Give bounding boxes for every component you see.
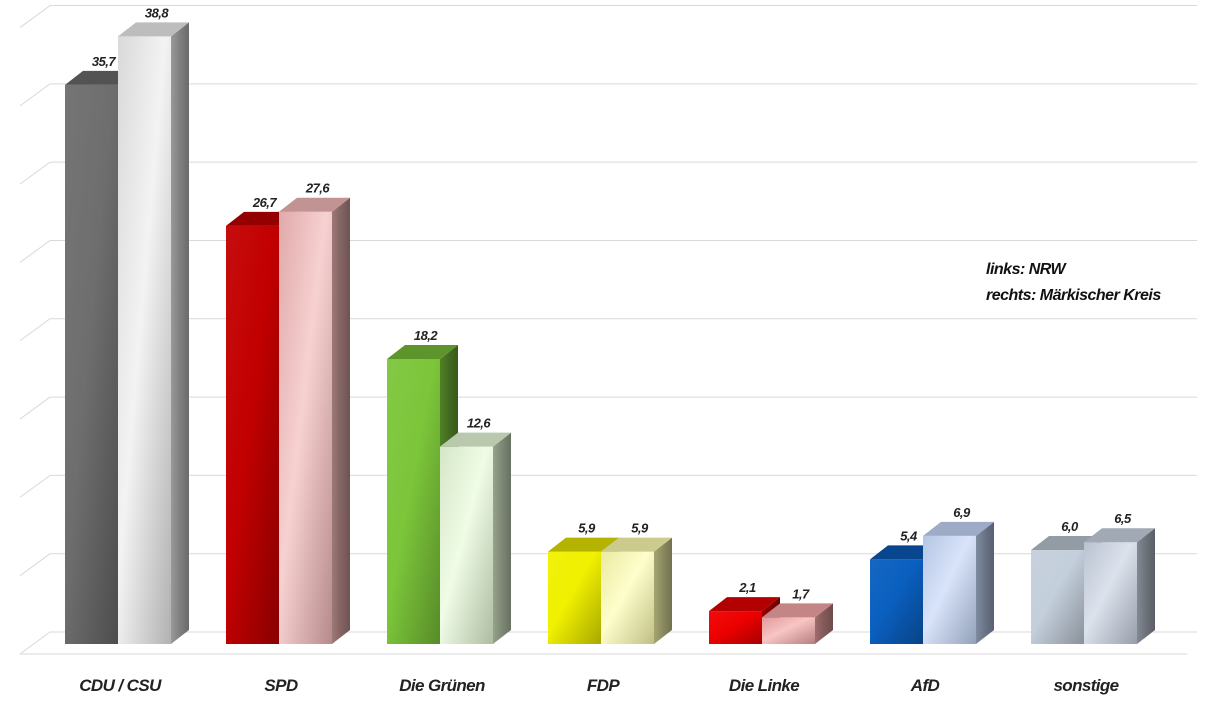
bar-front: [1031, 550, 1084, 644]
bar-front: [709, 611, 762, 644]
bar-right-0: [118, 22, 189, 644]
bar-top: [762, 603, 833, 618]
bar-right-5: [923, 521, 994, 644]
bar-side: [493, 432, 511, 644]
value-label-right-5: 6,9: [953, 505, 971, 520]
gridline-depth: [19, 631, 51, 655]
bar-top: [1084, 528, 1155, 543]
bar-top: [709, 597, 780, 612]
bar-side: [815, 603, 833, 644]
bar-side: [976, 521, 994, 644]
gridline-depth: [19, 474, 51, 498]
bar-side: [171, 22, 189, 644]
value-label-right-2: 12,6: [467, 416, 492, 431]
gridline-depth: [19, 240, 51, 263]
bar-top: [118, 22, 189, 37]
bar-right-2: [440, 432, 511, 644]
gridline-depth: [19, 318, 51, 342]
bar-side: [332, 197, 350, 644]
bar-front: [548, 551, 601, 644]
bar-top: [601, 537, 672, 552]
value-label-right-4: 1,7: [792, 586, 810, 601]
labels: 35,7 38,8 CDU / CSU 26,7 27,6 SPD 18,2 12,6 Die …: [79, 5, 1132, 695]
bar-top: [548, 537, 619, 552]
value-label-left-4: 2,1: [738, 580, 756, 595]
bar-side: [1137, 528, 1155, 644]
value-label-left-2: 18,2: [414, 328, 439, 343]
legend: links: NRW rechts: Märkischer Kreis: [986, 261, 1162, 304]
value-label-right-6: 6,5: [1114, 511, 1132, 526]
bar-right-1: [279, 197, 350, 644]
category-label-2: Die Grünen: [399, 676, 485, 695]
bar-right-3: [601, 537, 672, 644]
value-label-left-6: 6,0: [1061, 519, 1079, 534]
bar-front: [279, 211, 332, 644]
category-label-3: FDP: [587, 676, 620, 695]
bar-top: [279, 197, 350, 212]
bar-front: [1084, 542, 1137, 644]
bar-front: [226, 225, 279, 644]
value-label-right-1: 27,6: [305, 181, 331, 196]
bar-top: [440, 432, 511, 447]
legend-entry-left: links: NRW: [986, 261, 1068, 278]
bar-top: [387, 344, 458, 359]
bar-front: [762, 617, 815, 644]
category-label-6: sonstige: [1053, 676, 1118, 695]
gridline-depth: [19, 5, 51, 28]
category-label-1: SPD: [264, 676, 297, 695]
bar-right-6: [1084, 528, 1155, 644]
bar-side: [654, 537, 672, 644]
value-label-right-3: 5,9: [631, 521, 649, 536]
value-label-left-1: 26,7: [252, 195, 278, 210]
bar-front: [387, 358, 440, 644]
bars: [65, 22, 1155, 644]
gridline-depth: [19, 161, 51, 185]
category-label-0: CDU / CSU: [79, 676, 162, 695]
value-label-left-3: 5,9: [578, 521, 596, 536]
category-label-5: AfD: [910, 676, 940, 695]
bar-top: [923, 521, 994, 536]
value-label-left-0: 35,7: [92, 54, 117, 69]
legend-entry-right: rechts: Märkischer Kreis: [986, 287, 1161, 304]
value-label-right-0: 38,8: [145, 5, 170, 20]
bar-front: [601, 551, 654, 644]
bar-front: [65, 84, 118, 644]
bar-front: [118, 36, 171, 644]
bar-right-4: [762, 603, 833, 644]
category-label-4: Die Linke: [729, 676, 799, 695]
bar-front: [440, 446, 493, 644]
bar-front: [923, 535, 976, 644]
gridline-depth: [19, 553, 51, 577]
value-label-left-5: 5,4: [900, 528, 918, 543]
gridline-depth: [19, 83, 51, 107]
gridline-depth: [19, 396, 51, 420]
bar-front: [870, 559, 923, 644]
